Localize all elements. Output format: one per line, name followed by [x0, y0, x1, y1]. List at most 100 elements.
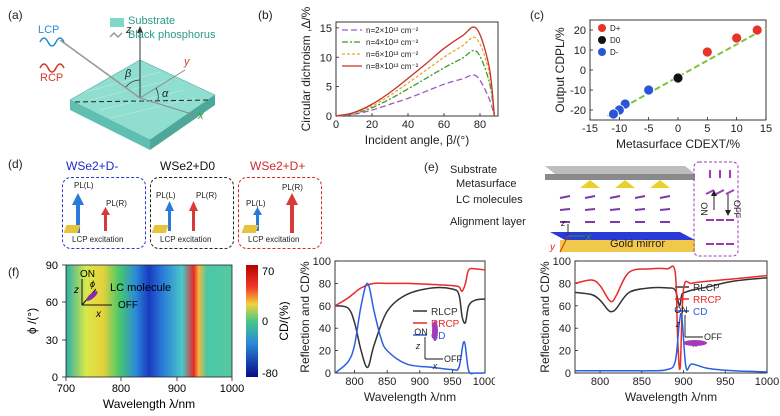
c-ylabel: Output CDPL/%: [553, 27, 567, 113]
c-legend-swatch-1: [598, 36, 606, 44]
f2-ytick-label: 0: [565, 368, 571, 380]
f2-xtick-label: 900: [674, 376, 692, 388]
f2-series-line-2: [574, 312, 768, 373]
b-xtick-label: 80: [474, 119, 486, 131]
hm-inset-phi: ϕ: [90, 279, 95, 289]
panel-c: (c) -15 -10 -5 0 5 10 15 -20 -10 0 10 20 Metasurface…: [520, 0, 780, 160]
c-xtick-label: -15: [582, 123, 598, 135]
hm-ylabel: ϕ /(°): [25, 308, 39, 334]
f2-ytick-label: 80: [559, 278, 571, 290]
x-label: x: [198, 110, 204, 122]
rcp-label: RCP: [40, 72, 64, 84]
colorbar: [246, 265, 258, 377]
panel-a-schematic: [39, 18, 216, 150]
f-heatmap: 700 800 900 1000 0 30 60 90 Wavelength λ…: [25, 260, 290, 411]
d-pll-3: PL(L): [246, 199, 266, 208]
substrate-swatch: [110, 18, 124, 27]
f1-xtick-label: 950: [443, 376, 461, 388]
b-series-line-0: [335, 74, 496, 117]
f2-xtick-label: 850: [633, 376, 651, 388]
beta-label: β: [125, 68, 132, 80]
f2-frame: [574, 260, 768, 374]
lcp-label: LCP: [38, 24, 60, 36]
legend-bp: Black phosphorus: [128, 29, 216, 41]
f1-ytick-label: 80: [319, 278, 331, 290]
c-ytick-label: -10: [570, 85, 586, 97]
e-mirror: Gold mirror: [610, 238, 666, 250]
b-ytick-label: 5: [326, 82, 332, 94]
hm-inset-z: z: [73, 285, 79, 296]
f1-series-line-2: [334, 282, 486, 375]
c-point-1-0: [672, 72, 684, 84]
d-box-zero: [150, 177, 234, 249]
d-plr-1: PL(R): [106, 199, 127, 208]
substrate-side-right: [150, 95, 215, 150]
hm-inset-x: x: [95, 309, 102, 320]
hm-ytick-1: 30: [46, 335, 58, 347]
hm-xtick-3: 1000: [220, 383, 244, 395]
b-series-line-3: [335, 26, 496, 117]
c-point-2-3: [608, 108, 619, 120]
chart-b: 0 20 40 60 80 0 5 10 15 Incident angle, β/(°) Circ…: [299, 6, 499, 147]
c-legend-label-0: D+: [610, 24, 621, 33]
d-title-zero: WSe2+D0: [160, 159, 216, 173]
x-axis: [139, 97, 196, 116]
beta-arc: [125, 79, 141, 88]
f2-inset-on: ON: [674, 305, 688, 315]
e-off: OFF: [732, 200, 742, 218]
c-ytick-label: 0: [580, 65, 586, 77]
e-on: ON: [698, 202, 709, 216]
b-ytick-label: 10: [320, 52, 332, 64]
c-point-0-1: [731, 32, 743, 44]
c-xlabel: Metasurface CDEXT/%: [616, 137, 740, 151]
f1-ytick-label: 20: [319, 346, 331, 358]
d-exc-3: LCP excitation: [248, 235, 300, 244]
f2-xlabel: Wavelength λ/nm: [625, 390, 717, 404]
e-lc: LC molecules: [456, 194, 523, 206]
lcp-wave: [39, 37, 65, 47]
hm-xtick-1: 800: [112, 383, 130, 395]
cb-tick-1: 0: [262, 316, 268, 328]
f1-ytick-label: 40: [319, 323, 331, 335]
panel-a: (a) Substrate Black phosphorus LCP RCP z: [0, 0, 250, 150]
f1-legend-label-1: RRCP: [431, 319, 460, 330]
plane-line: [74, 99, 211, 103]
c-legend-swatch-2: [598, 48, 606, 56]
hm-inset-on: ON: [80, 269, 95, 280]
y-label: y: [184, 56, 190, 68]
d-box-minus: [62, 177, 146, 249]
hm-ytick-2: 60: [46, 297, 58, 309]
b-frame: [335, 21, 499, 117]
d-box-plus: [238, 177, 322, 249]
b-xtick-label: 20: [366, 119, 378, 131]
panel-c-label: (c): [530, 8, 544, 22]
f1-legend-label-0: RLCP: [431, 307, 458, 318]
b-xtick-label: 0: [333, 119, 339, 131]
hm-inset-off: OFF: [118, 300, 138, 311]
panel-b-label: (b): [258, 8, 273, 22]
c-xtick-label: 0: [675, 123, 681, 135]
c-legend-swatch-0: [598, 24, 606, 32]
panel-e-label: (e): [424, 160, 439, 174]
f2-inset-z: z: [675, 319, 681, 329]
f1-legend-label-2: CD: [431, 331, 445, 342]
heatmap-field: [66, 265, 232, 377]
f1-xtick-label: 1000: [473, 376, 495, 388]
b-legend-label-0: n=2×10¹³ cm⁻²: [366, 26, 419, 35]
legend-substrate: Substrate: [128, 15, 176, 27]
f1-series-line-1: [334, 267, 486, 307]
e-z: z: [561, 218, 566, 228]
f2-series-line-0: [574, 277, 768, 313]
f2-inset-lc-horizontal: [683, 340, 707, 346]
cb-tick-0: 70: [262, 266, 274, 278]
rcp-wave: [39, 63, 65, 73]
f2-series-line-1: [574, 265, 768, 371]
b-legend-label-3: n=8×10¹³ cm⁻²: [366, 62, 419, 71]
f1-frame: [334, 260, 486, 374]
f1-series-line-0: [334, 286, 486, 369]
hm-ytick-3: 90: [46, 260, 58, 272]
b-series-line-2: [335, 36, 496, 117]
f1-inset-on: ON: [414, 327, 428, 337]
e-substrate: Substrate: [450, 164, 498, 176]
bp-swatch: [109, 31, 123, 39]
